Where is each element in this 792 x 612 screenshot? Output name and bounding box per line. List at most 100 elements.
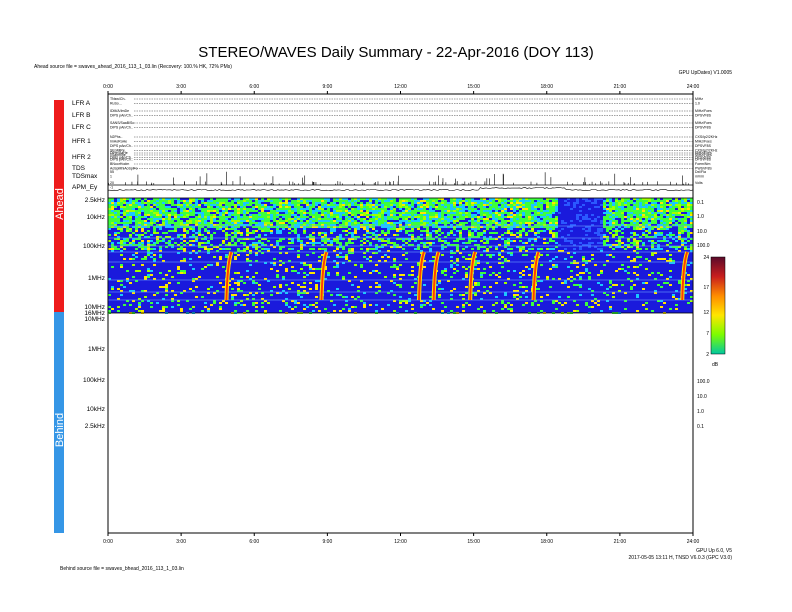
spectrogram-cell <box>150 252 153 254</box>
spectrogram-cell <box>411 228 414 230</box>
spectrogram-cell <box>345 224 348 226</box>
spectrogram-cell <box>216 202 219 204</box>
spectrogram-cell <box>447 232 450 234</box>
spectrogram-cell <box>681 202 684 204</box>
ahead-freq-label: 1MHz <box>88 275 105 282</box>
spectrogram-cell <box>543 222 546 224</box>
spectrogram-cell <box>294 306 297 308</box>
spectrogram-cell <box>669 218 672 220</box>
spectrogram-cell <box>609 198 612 200</box>
spectrogram-cell <box>444 204 447 206</box>
spectrogram-cell <box>399 246 402 248</box>
spectrogram-cell <box>351 200 354 202</box>
panel-sublabel-left: DIPS pAn/Ch.. <box>110 158 133 162</box>
spectrogram-cell <box>420 242 423 244</box>
spectrogram-cell <box>486 212 489 214</box>
spectrogram-cell <box>330 222 333 224</box>
spectrogram-cell <box>666 240 669 242</box>
spectrogram-cell <box>291 270 294 272</box>
spectrogram-cell <box>159 248 162 250</box>
spectrogram-cell <box>267 230 270 232</box>
spectrogram-cell <box>333 238 336 240</box>
spectrogram-cell <box>177 202 180 204</box>
spectrogram-cell <box>393 228 396 230</box>
spectrogram-cell <box>528 220 531 222</box>
spectrogram-cell <box>672 262 675 264</box>
spectrogram-cell <box>618 214 621 216</box>
spectrogram-cell <box>141 210 144 212</box>
spectrogram-cell <box>687 198 690 200</box>
spectrogram-cell <box>438 214 441 216</box>
spectrogram-cell <box>192 278 195 280</box>
spectrogram-cell <box>330 202 333 204</box>
spectrogram-cell <box>372 234 375 236</box>
spectrogram-cell <box>408 226 411 228</box>
spectrogram-cell <box>432 218 435 220</box>
spectrogram-cell <box>267 248 270 250</box>
spectrogram-cell <box>570 242 573 244</box>
spectrogram-cell <box>609 222 612 224</box>
colorbar-unit: dB <box>712 362 719 368</box>
spectrogram-cell <box>684 204 687 206</box>
spectrogram-cell <box>474 220 477 222</box>
spectrogram-cell <box>126 230 129 232</box>
spectrogram-cell <box>669 212 672 214</box>
spectrogram-cell <box>531 204 534 206</box>
spectrogram-cell <box>135 204 138 206</box>
spectrogram-cell <box>111 220 114 222</box>
spectrogram-cell <box>153 200 156 202</box>
spectrogram-cell <box>363 242 366 244</box>
spectrogram-cell <box>390 290 393 292</box>
spectrogram-cell <box>522 200 525 202</box>
spectrogram-cell <box>477 220 480 222</box>
spectrogram-cell <box>387 228 390 230</box>
spectrogram-cell <box>537 232 540 234</box>
panel-sublabel-right: DPSVF8S <box>695 158 712 162</box>
spectrogram-cell <box>525 220 528 222</box>
spectrogram-cell <box>414 278 417 280</box>
spectrogram-cell <box>648 228 651 230</box>
spectrogram-cell <box>441 202 444 204</box>
spectrogram-cell <box>258 228 261 230</box>
spectrogram-cell <box>264 212 267 214</box>
spectrogram-cell <box>573 300 576 302</box>
spectrogram-cell <box>279 210 282 212</box>
spectrogram-cell <box>210 248 213 250</box>
spectrogram-cell <box>111 206 114 208</box>
spectrogram-cell <box>249 278 252 280</box>
spectrogram-cell <box>297 212 300 214</box>
spectrogram-cell <box>540 226 543 228</box>
spectrogram-cell <box>123 218 126 220</box>
spectrogram-cell <box>522 214 525 216</box>
spectrogram-cell <box>405 214 408 216</box>
spectrogram-cell <box>495 302 498 304</box>
spectrogram-cell <box>663 218 666 220</box>
spectrogram-cell <box>489 274 492 276</box>
spectrogram-cell <box>630 224 633 226</box>
spectrogram-cell <box>126 240 129 242</box>
panel-sublabel-right: MiHz/Foes <box>695 151 712 155</box>
spectrogram-cell <box>432 226 435 228</box>
spectrogram-cell <box>372 220 375 222</box>
spectrogram-cell <box>573 284 576 286</box>
spectrogram-cell <box>510 220 513 222</box>
spectrogram-cell <box>570 240 573 242</box>
spectrogram-cell <box>675 218 678 220</box>
spectrogram-cell <box>420 300 423 302</box>
spectrogram-cell <box>228 234 231 236</box>
spectrogram-cell <box>627 272 630 274</box>
spectrogram-cell <box>534 218 537 220</box>
spectrogram-cell <box>654 212 657 214</box>
spectrogram-cell <box>372 198 375 200</box>
spectrogram-cell <box>375 214 378 216</box>
spectrogram-cell <box>204 224 207 226</box>
spectrogram-cell <box>366 198 369 200</box>
spectrogram-cell <box>150 302 153 304</box>
spectrogram-cell <box>519 276 522 278</box>
spectrogram-cell <box>132 214 135 216</box>
spectrogram-cell <box>549 212 552 214</box>
spectrogram-cell <box>528 248 531 250</box>
spectrogram-cell <box>117 242 120 244</box>
spectrogram-cell <box>306 274 309 276</box>
spectrogram-cell <box>672 246 675 248</box>
